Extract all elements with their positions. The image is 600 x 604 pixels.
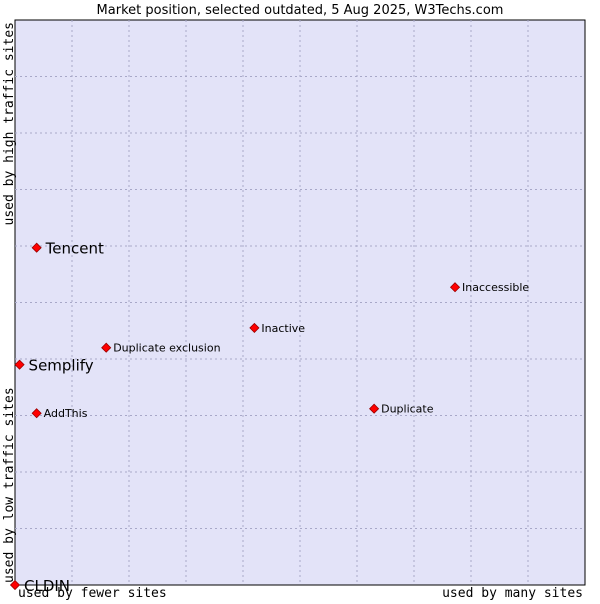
data-point: CLDIN — [9, 577, 70, 595]
point-marker — [449, 282, 461, 293]
y-axis-label-top: used by high traffic sites — [2, 22, 17, 226]
y-axis-label-bottom: used by low traffic sites — [2, 387, 17, 583]
x-axis-label-left: used by fewer sites — [18, 586, 167, 600]
point-marker — [9, 579, 21, 591]
point-label: AddThis — [44, 407, 88, 420]
data-point: Duplicate exclusion — [101, 342, 221, 355]
point-label: Duplicate exclusion — [113, 342, 220, 355]
point-label: Duplicate — [381, 403, 434, 416]
point-marker — [369, 403, 380, 414]
data-point: AddThis — [31, 407, 88, 420]
x-axis-label-right: used by many sites — [442, 586, 583, 600]
point-label: Inactive — [261, 322, 305, 335]
chart-title: Market position, selected outdated, 5 Au… — [97, 3, 504, 18]
grid-lines — [15, 20, 585, 585]
data-point: Inactive — [249, 322, 305, 335]
data-point: Inaccessible — [449, 281, 529, 294]
point-marker — [31, 242, 42, 253]
point-label: Semplify — [29, 357, 94, 375]
data-point: Tencent — [31, 240, 104, 258]
point-marker — [31, 408, 42, 419]
point-marker — [101, 342, 112, 353]
data-point: Duplicate — [369, 403, 434, 416]
point-marker — [14, 359, 25, 370]
point-marker — [249, 322, 260, 333]
data-points: Tencent Semplify CLDIN Inaccessible Inactive… — [9, 240, 529, 595]
point-label: Tencent — [45, 240, 104, 258]
point-label: CLDIN — [24, 577, 70, 595]
point-label: Inaccessible — [462, 281, 529, 294]
data-point: Semplify — [14, 357, 94, 375]
